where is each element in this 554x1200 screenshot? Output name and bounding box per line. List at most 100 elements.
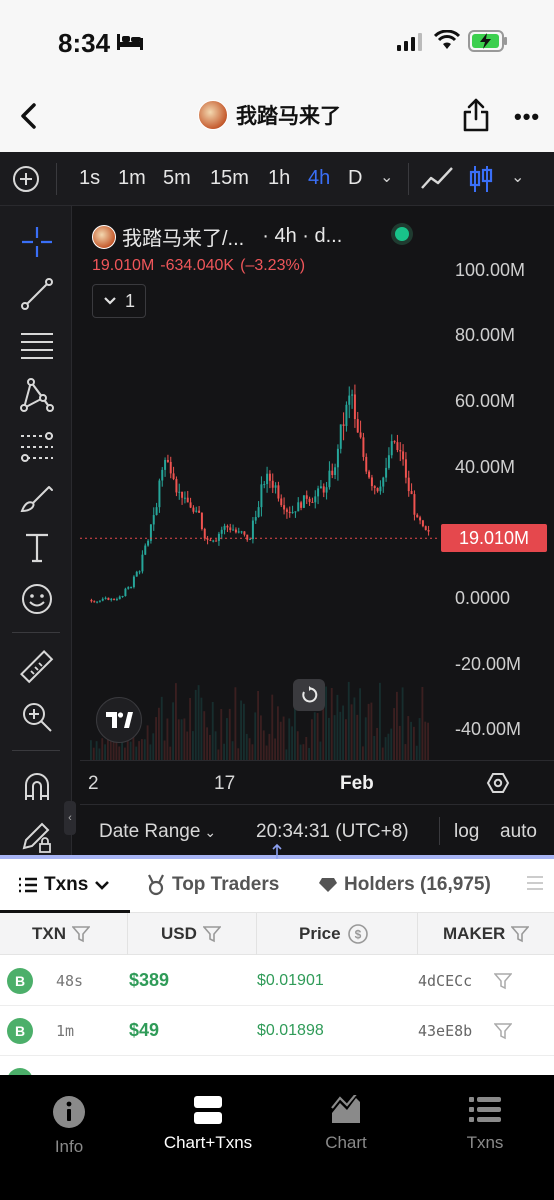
split-view-icon [194, 1096, 222, 1124]
volume-bar [350, 704, 353, 760]
timeframe-1h[interactable]: 1h [268, 167, 291, 189]
volume-bar [347, 681, 350, 760]
timezone-clock[interactable]: 20:34:31 (UTC+8) [256, 821, 409, 842]
fibonacci-tool[interactable] [18, 428, 56, 466]
column-usd[interactable]: USD [128, 913, 257, 955]
table-row-partial[interactable] [0, 1056, 554, 1094]
brush-tool[interactable] [18, 478, 56, 516]
add-indicator-button[interactable] [12, 165, 40, 198]
volume-bar [268, 733, 271, 760]
timeframe-5m[interactable]: 5m [163, 167, 191, 189]
column-price[interactable]: Price $ [257, 913, 418, 955]
tab-top-traders[interactable]: Top Traders [146, 874, 279, 896]
candle-body [271, 480, 274, 488]
candle-body [336, 448, 339, 468]
legend-collapse-count: 1 [124, 290, 135, 311]
plus-circle-icon [13, 166, 39, 192]
volume-bar [313, 712, 316, 760]
txn-maker[interactable]: 43eE8b [418, 1022, 473, 1040]
crosshair-tool[interactable] [18, 223, 56, 261]
tab-chart-txns[interactable]: Chart+Txns [148, 1095, 268, 1153]
text-tool[interactable] [18, 528, 56, 566]
collapse-rail-button[interactable]: ‹ [64, 801, 76, 835]
candle-body [104, 597, 107, 599]
filter-icon[interactable] [72, 925, 90, 943]
timeframe-d[interactable]: D [348, 167, 363, 189]
table-row[interactable]: B 48s $389 $0.01901 4dCECc [0, 956, 554, 1006]
candle-body [390, 441, 393, 456]
volume-bar [132, 736, 135, 760]
back-button[interactable] [14, 98, 44, 134]
sleep-mode-icon [117, 32, 143, 55]
timeframe-1m[interactable]: 1m [118, 167, 146, 189]
date-range-dropdown[interactable]: Date Range ⌄ [99, 821, 216, 843]
pattern-tool[interactable] [18, 376, 56, 414]
candle-body [368, 471, 371, 478]
filter-maker-icon[interactable] [493, 1022, 513, 1045]
filter-icon[interactable] [511, 925, 530, 943]
tab-txns[interactable]: Txns [18, 874, 110, 896]
column-txn[interactable]: TXN [0, 913, 128, 955]
volume-bar [311, 719, 313, 760]
candle-body [410, 491, 413, 495]
candle-body [229, 527, 232, 531]
chart-type-dropdown-chevron-icon[interactable]: ⌄ [511, 169, 525, 186]
list-icon [469, 1097, 501, 1122]
timeframe-dropdown-chevron-icon[interactable]: ⌄ [380, 169, 394, 186]
lock-drawings-tool[interactable] [18, 818, 56, 856]
more-options-button[interactable]: ••• [514, 104, 541, 129]
volume-bar [197, 685, 200, 760]
filter-maker-icon[interactable] [493, 972, 513, 995]
emoji-tool[interactable] [18, 580, 56, 618]
share-button[interactable] [462, 98, 490, 137]
table-options-button[interactable] [526, 875, 544, 896]
volume-bar [410, 721, 412, 760]
volume-bar [274, 738, 276, 760]
chart-settings-button[interactable] [486, 771, 510, 800]
zoom-in-icon [23, 703, 52, 732]
candlestick-chart-type-button[interactable] [467, 164, 495, 199]
candle-body [424, 526, 427, 530]
currency-toggle-icon[interactable]: $ [347, 923, 369, 945]
volume-bar [342, 705, 344, 760]
tab-chart[interactable]: Chart [286, 1095, 406, 1153]
candle-body [195, 510, 198, 512]
candle-body [407, 477, 410, 492]
column-maker[interactable]: MAKER [418, 913, 554, 955]
svg-text:$: $ [354, 928, 361, 942]
legend-collapse-button[interactable]: 1 [92, 284, 146, 318]
tab-holders[interactable]: Holders (16,975) [318, 874, 491, 896]
volume-bar [240, 700, 242, 760]
candle-body [376, 488, 379, 492]
tab-txns-nav[interactable]: Txns [425, 1095, 545, 1153]
ohlc-price: 19.010M [92, 257, 155, 274]
auto-scale-toggle[interactable]: auto [500, 821, 537, 842]
line-chart-type-button[interactable] [420, 164, 454, 199]
volume-bar [424, 721, 427, 760]
volume-bar [220, 708, 223, 760]
filter-icon[interactable] [202, 925, 221, 943]
timeframe-1s[interactable]: 1s [79, 167, 101, 189]
txn-maker[interactable]: 4dCECc [418, 972, 473, 990]
reset-chart-button[interactable] [293, 679, 325, 711]
candle-body [300, 502, 303, 508]
price-chart[interactable] [80, 206, 554, 760]
volume-bar [231, 741, 234, 760]
table-row[interactable]: B 1m $49 $0.01898 43eE8b [0, 1006, 554, 1056]
log-scale-toggle[interactable]: log [454, 821, 480, 842]
tradingview-logo[interactable] [96, 697, 142, 743]
volume-bar [155, 717, 157, 760]
pencil-lock-icon [22, 822, 51, 853]
magnet-tool[interactable] [18, 768, 56, 806]
tab-info[interactable]: Info [9, 1095, 129, 1157]
timeframe-15m[interactable]: 15m [210, 167, 249, 189]
candle-body [147, 540, 150, 546]
ruler-tool[interactable] [18, 648, 56, 686]
parallel-lines-tool[interactable] [18, 326, 56, 364]
zoom-tool[interactable] [18, 698, 56, 736]
trend-line-tool[interactable] [18, 275, 56, 313]
candle-body [181, 491, 184, 498]
volume-bar [95, 741, 98, 760]
timeframe-4h[interactable]: 4h [308, 167, 331, 189]
candle-body [243, 531, 246, 535]
